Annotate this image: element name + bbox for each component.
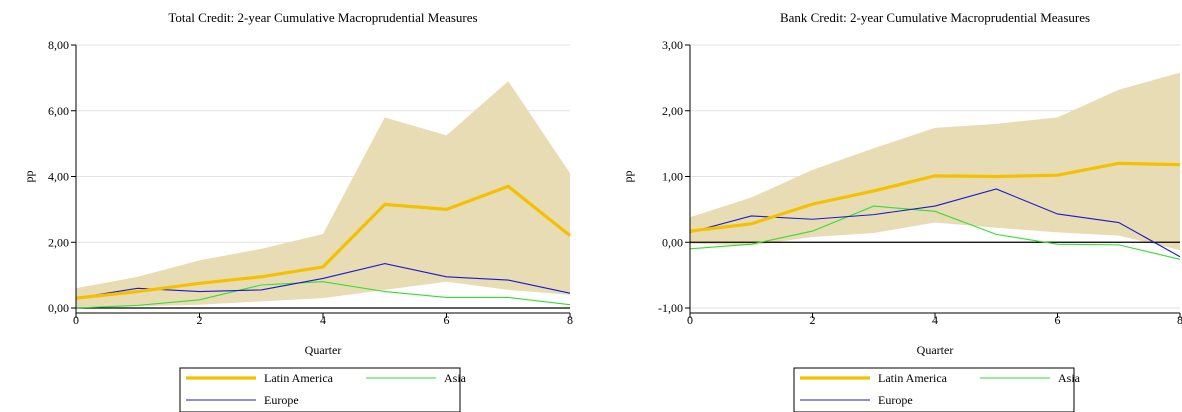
- x-tick-label: 0: [687, 313, 693, 327]
- x-axis-label: Quarter: [305, 343, 342, 357]
- y-tick-label: 0,00: [662, 235, 683, 249]
- bank-credit-panel: Bank Credit: 2-year Cumulative Macroprud…: [621, 10, 1182, 412]
- legend-label-europe: Europe: [878, 393, 913, 407]
- legend-box: [793, 367, 1075, 412]
- y-tick-label: -1,00: [658, 301, 683, 315]
- y-tick-label: 1,00: [662, 170, 683, 184]
- x-tick-label: 4: [932, 313, 938, 327]
- confidence-band: [690, 72, 1180, 251]
- series-line-latin-america: [75, 184, 571, 300]
- x-tick-label: 2: [810, 313, 816, 327]
- x-tick-label: 6: [444, 313, 450, 327]
- confidence-band: [76, 81, 570, 308]
- y-tick-label: 3,00: [662, 38, 683, 52]
- legend-label-asia: Asia: [444, 371, 467, 385]
- y-tick-label: 2,00: [48, 235, 69, 249]
- chart-title: Bank Credit: 2-year Cumulative Macroprud…: [780, 10, 1090, 25]
- y-tick-label: 6,00: [48, 104, 69, 118]
- x-axis-label: Quarter: [917, 343, 954, 357]
- x-tick-label: 4: [320, 313, 326, 327]
- series-line-asia: [689, 205, 1181, 260]
- legend: Latin America Asia Europe: [793, 367, 1081, 412]
- legend-label-asia: Asia: [1058, 371, 1081, 385]
- y-tick-label: 0,00: [48, 301, 69, 315]
- legend: Latin America Asia Europe: [179, 367, 467, 412]
- legend-label-latin-america: Latin America: [264, 371, 334, 385]
- legend-label-latin-america: Latin America: [878, 371, 948, 385]
- x-tick-label: 8: [1177, 313, 1182, 327]
- x-tick-label: 2: [197, 313, 203, 327]
- y-tick-label: 2,00: [662, 104, 683, 118]
- y-axis-label: pp: [621, 171, 635, 183]
- chart-title: Total Credit: 2-year Cumulative Macropru…: [168, 10, 477, 25]
- x-tick-label: 8: [567, 313, 573, 327]
- y-tick-label: 4,00: [48, 170, 69, 184]
- x-tick-label: 6: [1055, 313, 1061, 327]
- x-tick-label: 0: [73, 313, 79, 327]
- total-credit-panel: Total Credit: 2-year Cumulative Macropru…: [22, 10, 573, 412]
- series-line-asia: [75, 281, 571, 309]
- series-line-latin-america: [689, 161, 1181, 233]
- legend-label-europe: Europe: [264, 393, 299, 407]
- y-tick-label: 8,00: [48, 38, 69, 52]
- legend-box: [179, 367, 461, 412]
- y-axis-label: pp: [22, 171, 36, 183]
